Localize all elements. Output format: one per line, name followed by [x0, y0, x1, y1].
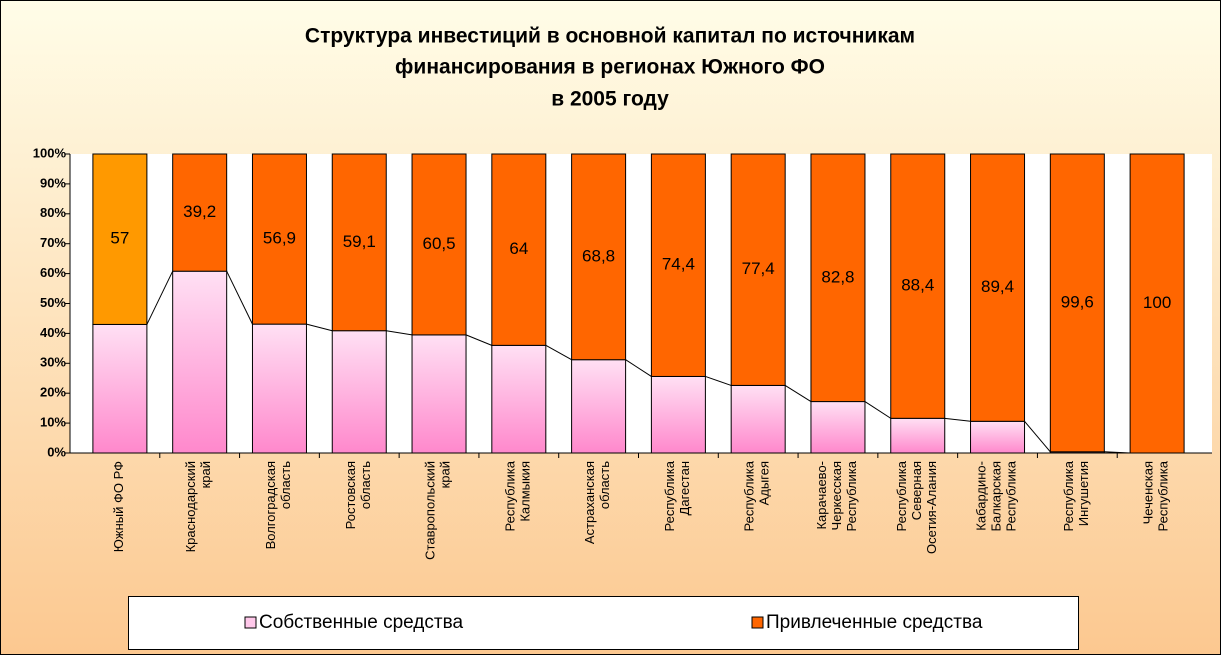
series-line — [306, 323, 333, 332]
x-tick-label: Ростовскаяобласть — [343, 461, 373, 530]
x-tick-label: Ставропольскийкрай — [423, 461, 453, 560]
series-line — [944, 417, 971, 422]
chart-title: финансирования в регионах Южного ФО — [395, 56, 825, 79]
x-tick-label: Карачаево-ЧеркесскаяРеспублика — [814, 460, 859, 531]
bar-segment — [92, 323, 148, 454]
x-tick-label: Южный ФО РФ — [111, 461, 126, 552]
data-label: 59,1 — [343, 232, 376, 251]
legend-label: Привлеченные средства — [766, 612, 983, 633]
y-tick-label: 100% — [33, 145, 67, 160]
y-tick-label: 30% — [40, 355, 66, 370]
bar-segment — [890, 153, 946, 419]
data-label: 82,8 — [821, 267, 854, 286]
series-line — [1024, 420, 1051, 453]
x-tick-label: РеспубликаАдыгея — [742, 460, 772, 531]
bar-segment — [650, 375, 706, 454]
series-line — [386, 330, 413, 336]
y-tick-label: 50% — [40, 295, 66, 310]
x-tick-label: РеспубликаИнгушетия — [1061, 460, 1091, 531]
x-tick-label: РеспубликаКалмыкия — [503, 460, 533, 531]
y-tick-label: 60% — [40, 265, 66, 280]
bar-segment — [172, 153, 228, 272]
bar-segment — [730, 153, 786, 386]
bar-segment — [92, 153, 148, 325]
legend-label: Собственные средства — [259, 612, 463, 633]
y-tick-label: 20% — [40, 385, 66, 400]
bar-segment — [331, 330, 387, 454]
chart-title: в 2005 году — [551, 88, 669, 111]
x-tick-label: ЧеченскаяРеспублика — [1141, 460, 1171, 531]
y-tick-label: 80% — [40, 205, 66, 220]
data-label: 100 — [1143, 293, 1171, 312]
series-line — [705, 375, 732, 386]
legend-swatch — [751, 616, 764, 629]
legend — [128, 596, 1079, 650]
data-label: 64 — [509, 239, 528, 258]
bar-segment — [650, 153, 706, 377]
bar-segment — [890, 417, 946, 454]
series-line — [784, 385, 812, 402]
bar-segment — [251, 323, 307, 454]
bar-segment — [810, 153, 866, 403]
data-label: 88,4 — [901, 276, 934, 295]
data-label: 89,4 — [981, 277, 1014, 296]
data-label: 74,4 — [662, 255, 695, 274]
bar-segment — [331, 153, 387, 332]
y-tick-label: 10% — [40, 415, 66, 430]
plot-area — [70, 154, 1212, 453]
bar-segment — [730, 384, 786, 454]
series-line — [545, 344, 572, 361]
data-label: 77,4 — [742, 259, 775, 278]
bar-segment — [571, 153, 627, 361]
bar-segment — [970, 420, 1026, 454]
x-tick-label: РеспубликаСевернаяОсетия-Алания — [894, 460, 939, 554]
bar-segment — [810, 401, 866, 454]
data-label: 99,6 — [1061, 292, 1094, 311]
y-tick-label: 40% — [40, 325, 66, 340]
data-label: 60,5 — [422, 234, 455, 253]
y-tick-label: 0% — [47, 444, 66, 459]
series-line — [146, 270, 174, 325]
chart-title: Структура инвестиций в основной капитал … — [305, 25, 915, 48]
x-tick-label: Волгоградскаяобласть — [263, 461, 293, 550]
y-tick-label: 70% — [40, 235, 66, 250]
series-line — [226, 270, 253, 325]
legend-swatch — [244, 616, 257, 629]
bar-segment — [251, 153, 307, 325]
bar-segment — [970, 153, 1026, 422]
bar-segment — [1129, 153, 1185, 454]
bar-segment — [1049, 153, 1105, 453]
data-label: 39,2 — [183, 202, 216, 221]
series-line — [465, 334, 493, 346]
x-tick-label: Кабардино-БалкарскаяРеспублика — [974, 460, 1019, 531]
data-label: 68,8 — [582, 246, 615, 265]
x-tick-label: Краснодарскийкрай — [184, 461, 214, 552]
data-label: 56,9 — [263, 229, 296, 248]
data-label: 57 — [110, 229, 129, 248]
series-line — [1104, 451, 1131, 454]
y-tick-label: 90% — [40, 175, 66, 190]
bar-segment — [411, 334, 467, 454]
x-tick-label: Астраханскаяобласть — [583, 461, 613, 544]
bar-segment — [491, 153, 547, 346]
bar-segment — [491, 344, 547, 454]
x-tick-label: РеспубликаДагестан — [662, 460, 692, 531]
bar-segment — [172, 270, 228, 454]
series-line — [864, 401, 892, 419]
series-line — [625, 359, 652, 377]
bar-segment — [411, 153, 467, 336]
bar-segment — [571, 359, 627, 454]
